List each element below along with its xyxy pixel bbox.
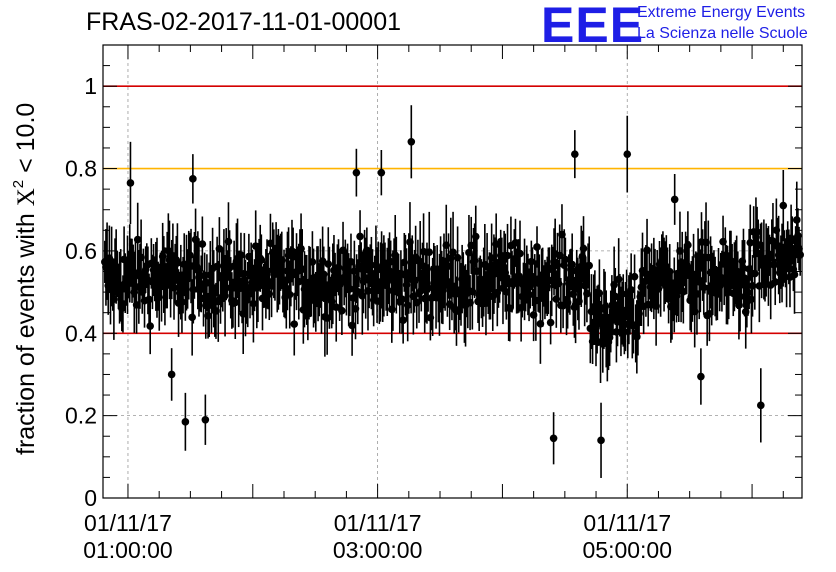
y-tick-label: 1 [84,73,97,99]
data-point [533,243,541,251]
x-tick-label-date: 01/11/17 [583,510,671,536]
y-axis-label: fraction of events with X2 < 10.0 [10,103,40,455]
data-point [146,322,154,330]
data-point [224,237,233,246]
data-point [133,235,142,244]
data-point [425,248,434,257]
data-point [332,303,341,311]
y-axis: 0 0.2 0.4 0.6 0.8 1 [65,65,802,511]
y-axis-label-wrap: fraction of events with X2 < 10.0 [10,103,40,455]
logo-line-1: Extreme Energy Events [637,4,806,21]
data-point [377,168,386,177]
data-point [257,256,266,264]
reference-lines [103,85,802,335]
data-point [449,248,457,257]
data-point [597,436,605,445]
data-point [746,238,755,247]
chart-title: FRAS-02-2017-11-01-00001 [86,8,402,36]
data-point [757,401,765,410]
logo-line-2: La Scienza nelle Scuole [637,25,808,42]
data-point [627,286,635,294]
data-point [546,318,555,327]
data-point [697,372,705,381]
data-point [167,370,176,379]
data-point [324,260,333,268]
data-point [453,253,462,262]
data-point [630,272,639,281]
x-tick-label-date: 01/11/17 [84,510,172,536]
data-point [126,179,135,187]
data-point [769,237,777,245]
data-point [399,316,407,325]
data-point [684,241,692,249]
data-point [356,232,364,241]
x-tick-label-time: 05:00:00 [582,537,672,563]
data-point [407,137,416,146]
x-axis: 01/11/1701:00:0001/11/1703:00:0001/11/17… [83,45,784,563]
y-tick-label: 0.4 [65,320,97,346]
data-point [189,175,197,183]
data-point [285,290,294,299]
data-point [771,278,780,286]
y-tick-label: 0.8 [65,156,97,182]
data-point [623,150,632,158]
data-point [181,418,190,426]
data-point [571,150,579,158]
data-point [290,320,299,328]
data-point [503,251,512,260]
eee-logo: EEE [541,0,645,53]
data-point [221,291,229,300]
y-tick-label: 0.6 [65,238,97,264]
data-point [308,258,317,266]
data-point [549,434,558,443]
data-point [198,240,207,248]
data-point [338,306,346,315]
data-point [231,298,240,307]
x-tick-label-time: 01:00:00 [83,537,173,563]
data-point [792,216,801,224]
data-point [585,261,593,270]
data-point [790,270,799,279]
data-point [471,232,480,241]
x-tick-label-date: 01/11/17 [334,510,422,536]
data-point [173,259,182,267]
data-point [352,168,361,177]
data-point [579,244,588,253]
data-point [188,313,196,322]
data-point [516,249,524,258]
data-series [101,105,804,478]
y-tick-label: 0 [84,485,97,511]
data-point [201,415,210,424]
data-point [561,255,570,264]
x-tick-label-time: 03:00:00 [333,537,423,563]
data-point [670,195,679,204]
data-point [779,201,788,210]
y-tick-label: 0.2 [65,403,97,429]
data-point [796,251,804,259]
